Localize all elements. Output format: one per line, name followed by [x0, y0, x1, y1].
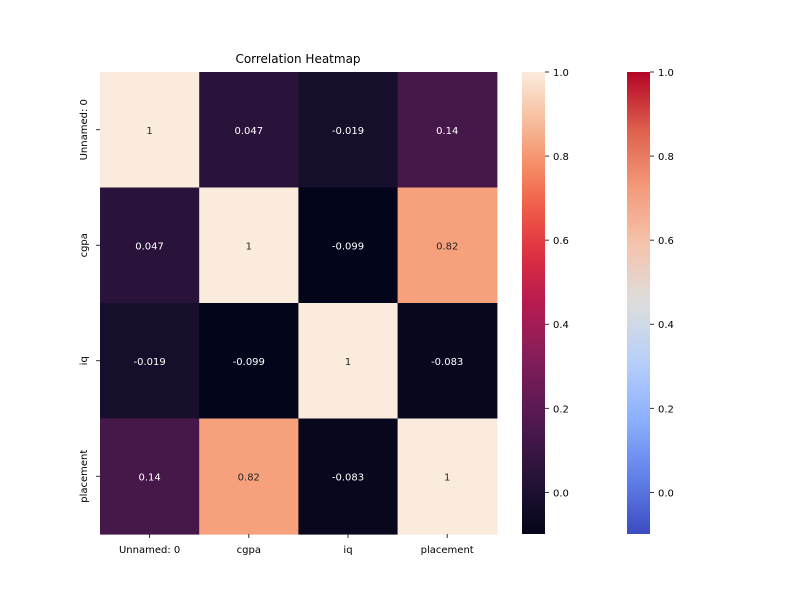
heatmap-cell-label-0-0: 1 — [146, 126, 152, 137]
heatmap-cell-2-3 — [397, 303, 498, 420]
colorbar-rocket: 0.0 0.2 0.4 0.6 0.8 1.0 — [522, 68, 569, 534]
heatmap-cell-label-3-3: 1 — [444, 472, 450, 483]
heatmap-cell-label-2-2: 1 — [345, 357, 351, 368]
heatmap-cell-label-0-3: 0.14 — [436, 126, 458, 137]
colorbar-gradient — [627, 72, 650, 534]
heatmap-cell-label-1-2: -0.099 — [332, 241, 364, 252]
colorbar-tick-label: 1.0 — [658, 68, 674, 79]
colorbar-gradient — [522, 72, 545, 534]
colorbar-tick-label: 0.4 — [553, 320, 569, 331]
heatmap-cell-3-2 — [298, 418, 399, 535]
colorbar-coolwarm: 0.0 0.2 0.4 0.6 0.8 1.0 — [627, 68, 674, 534]
heatmap-cell-1-1 — [199, 187, 299, 304]
y-tick-label: Unnamed: 0 — [79, 99, 90, 160]
colorbar-tick-label: 0.4 — [658, 320, 674, 331]
heatmap-cell-label-3-0: 0.14 — [138, 472, 160, 483]
heatmap-cell-label-0-2: -0.019 — [332, 126, 364, 137]
heatmap-cell-label-1-3: 0.82 — [436, 241, 458, 252]
x-tick-label: Unnamed: 0 — [119, 545, 180, 556]
chart-title: Correlation Heatmap — [235, 52, 360, 66]
y-tick-label: placement — [79, 450, 90, 503]
heatmap: 1 0.047 -0.019 0.14 0.047 1 -0.099 0.82 -0.019 -0… — [79, 72, 498, 556]
heatmap-cell-3-3 — [397, 418, 498, 535]
heatmap-cell-2-0 — [100, 303, 200, 420]
colorbar-tick-label: 0.6 — [553, 236, 569, 247]
heatmap-cell-label-3-1: 0.82 — [238, 472, 260, 483]
colorbar-tick-label: 0.2 — [658, 404, 674, 415]
colorbar-tick-label: 0.0 — [553, 488, 569, 499]
heatmap-cell-3-1 — [199, 418, 299, 535]
colorbar-tick-label: 0.2 — [553, 404, 569, 415]
heatmap-cell-0-0 — [100, 72, 200, 189]
heatmap-cell-label-3-2: -0.083 — [332, 472, 364, 483]
heatmap-cell-1-0 — [100, 187, 200, 304]
colorbar-tick-label: 0.6 — [658, 236, 674, 247]
heatmap-cell-label-2-1: -0.099 — [233, 357, 265, 368]
heatmap-cell-2-1 — [199, 303, 299, 420]
heatmap-cell-label-1-0: 0.047 — [135, 241, 164, 252]
x-tick-label: iq — [343, 545, 352, 556]
x-tick-label: cgpa — [237, 545, 261, 556]
colorbar-tick-label: 0.0 — [658, 488, 674, 499]
heatmap-cell-0-1 — [199, 72, 299, 189]
heatmap-cell-label-2-3: -0.083 — [431, 357, 463, 368]
x-tick-label: placement — [421, 545, 474, 556]
heatmap-cell-label-2-0: -0.019 — [133, 357, 165, 368]
heatmap-cell-3-0 — [100, 418, 200, 535]
heatmap-cell-0-2 — [298, 72, 399, 189]
heatmap-cell-label-0-1: 0.047 — [234, 126, 263, 137]
colorbar-tick-label: 0.8 — [658, 152, 674, 163]
y-tick-label: cgpa — [79, 233, 90, 257]
heatmap-cell-1-2 — [298, 187, 399, 304]
y-tick-label: iq — [79, 356, 90, 365]
heatmap-cell-label-1-1: 1 — [246, 241, 252, 252]
heatmap-cell-0-3 — [397, 72, 498, 189]
heatmap-cell-1-3 — [397, 187, 498, 304]
colorbar-tick-label: 0.8 — [553, 152, 569, 163]
heatmap-cell-2-2 — [298, 303, 399, 420]
colorbar-tick-label: 1.0 — [553, 68, 569, 79]
